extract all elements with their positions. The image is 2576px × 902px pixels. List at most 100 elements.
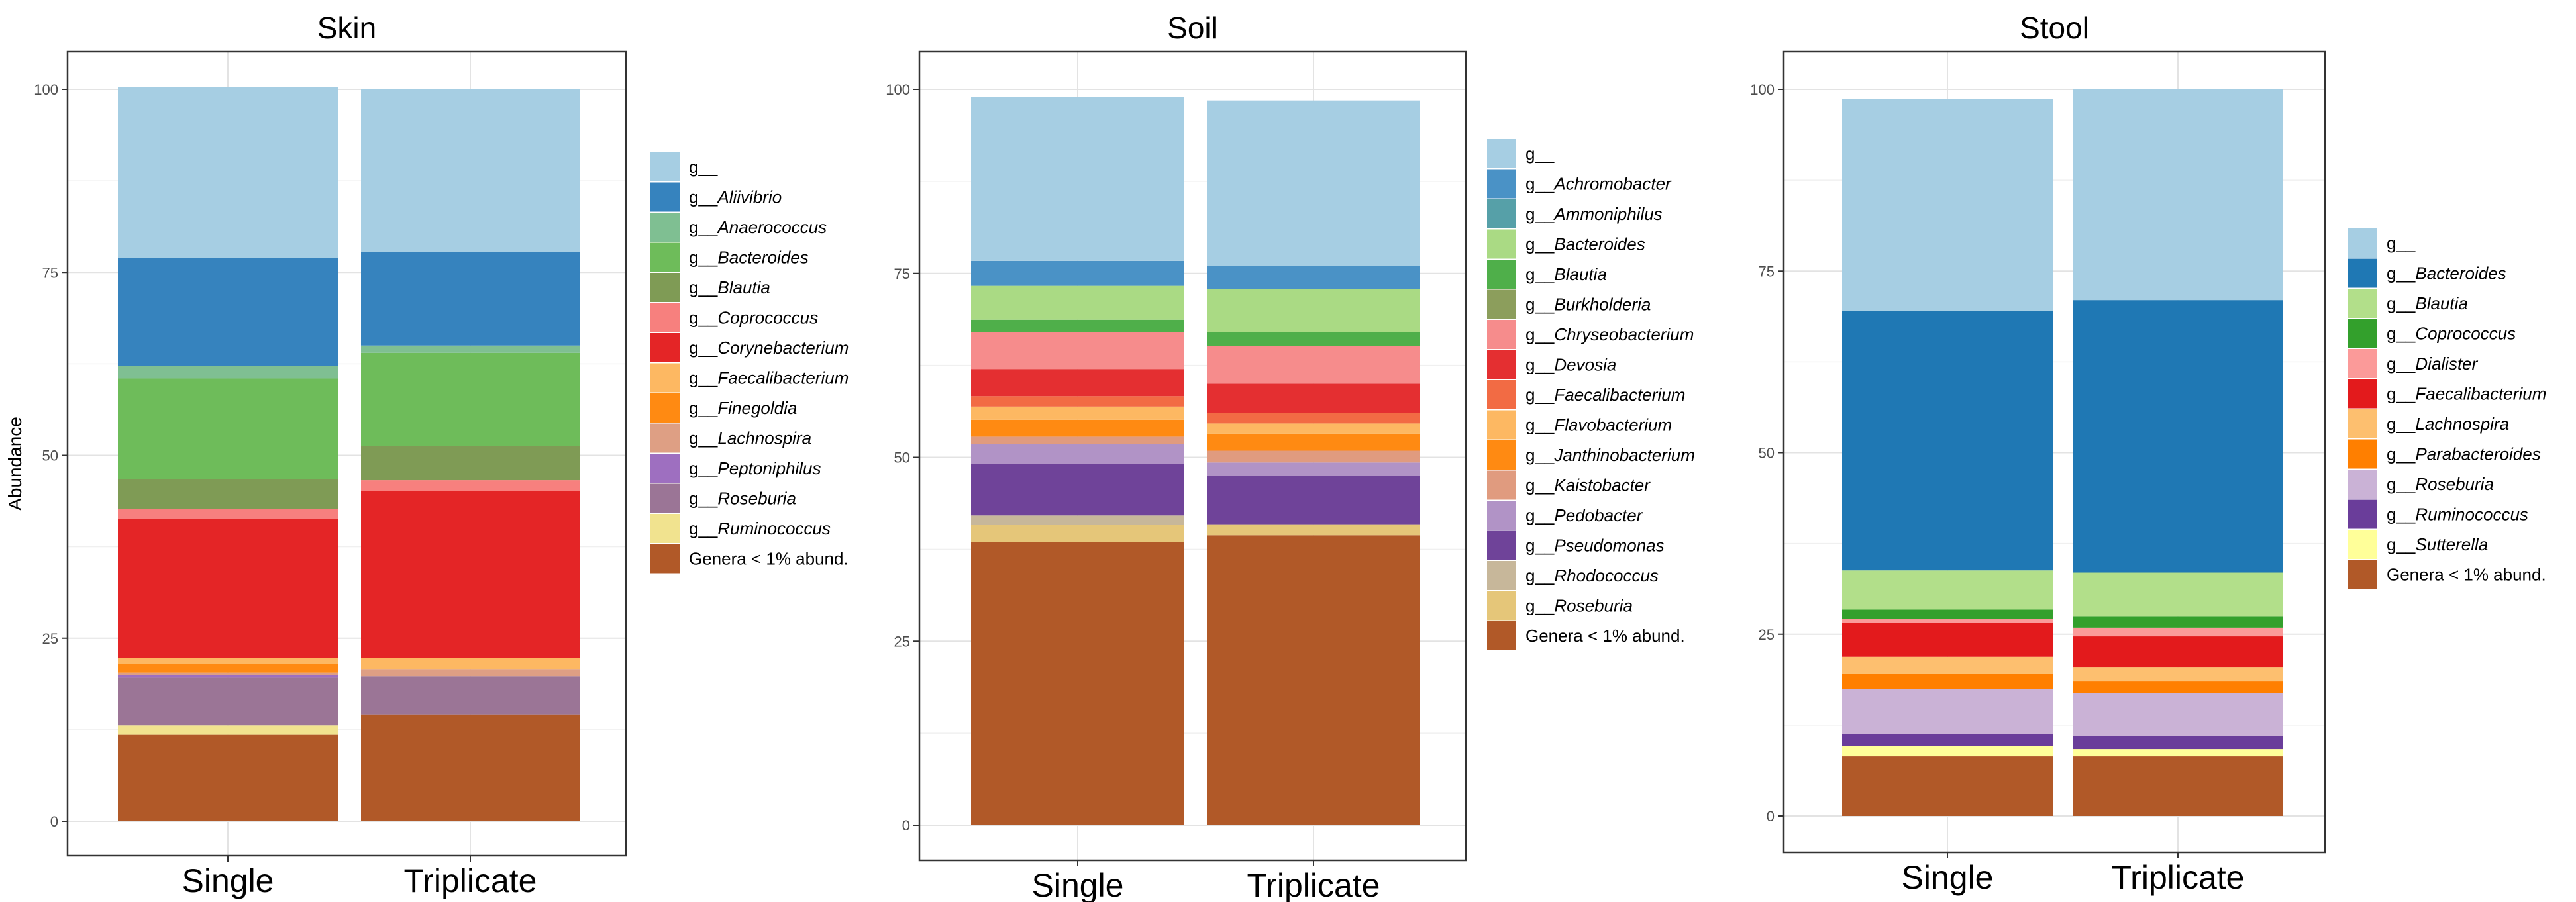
legend: g__ g__Bacteroides g__Blautia g__Coprococcu… (2348, 228, 2546, 589)
bar-segment (1207, 423, 1420, 434)
legend-swatch (1487, 621, 1516, 650)
bar-segment (971, 444, 1184, 464)
legend-swatch (2348, 379, 2377, 409)
bar-segment (361, 676, 580, 715)
legend-label: g__Rhodococcus (1525, 566, 1659, 585)
x-tick-label: Triplicate (1247, 867, 1380, 902)
bar-segment (2073, 681, 2283, 693)
legend-swatch (1487, 139, 1516, 168)
legend-swatch (650, 544, 680, 574)
bar-segment (971, 332, 1184, 370)
legend-swatch (650, 423, 680, 453)
bar-segment (971, 406, 1184, 420)
legend-label: g__Parabacteroides (2387, 444, 2541, 464)
legend-label: Genera < 1% abund. (689, 549, 849, 569)
legend-label: Genera < 1% abund. (2387, 565, 2546, 585)
bar-segment (1842, 623, 2053, 657)
legend-swatch (2348, 289, 2377, 318)
legend-label: g__Flavobacterium (1525, 415, 1672, 435)
legend-label: g__Burkholderia (1525, 295, 1651, 315)
legend-swatch (650, 363, 680, 393)
legend-swatch (650, 514, 680, 543)
legend-label: g__Achromobacter (1525, 174, 1672, 194)
legend-swatch (1487, 260, 1516, 289)
y-tick-label: 0 (50, 813, 58, 830)
legend-swatch (1487, 380, 1516, 409)
bar-segment (2073, 627, 2283, 637)
legend-swatch (1487, 561, 1516, 590)
bar-stack-triplicate (361, 89, 580, 821)
legend-swatch (2348, 560, 2377, 589)
x-tick-label: Single (1902, 859, 1994, 896)
panel-border (66, 50, 627, 857)
legend-label: g__Coprococcus (2387, 324, 2516, 344)
legend-label: g__Finegoldia (689, 398, 797, 418)
legend-swatch (2348, 349, 2377, 378)
legend-label: g__Blautia (1525, 264, 1607, 284)
x-tick-label: Single (1032, 867, 1124, 902)
bar-segment (1207, 383, 1420, 413)
legend-label: g__Roseburia (2387, 474, 2494, 494)
legend-label: g__ (1525, 144, 1555, 164)
bar-segment (361, 669, 580, 677)
x-tick-label: Triplicate (2112, 859, 2245, 896)
legend-swatch (1487, 199, 1516, 228)
bar-stack-single (1842, 99, 2053, 816)
chart-panel-skin: 0 25 50 75 100 Single Triplicate Skin g__ g__Alii… (34, 11, 849, 899)
legend-swatch (2348, 319, 2377, 348)
bar-segment (2073, 616, 2283, 628)
legend-swatch (650, 483, 680, 513)
chart-panel-stool: 0 25 50 75 100 Single Triplicate Stool g__ g__Bac… (1750, 11, 2546, 896)
legend-label: g__Ruminococcus (689, 519, 831, 538)
bar-segment (118, 672, 338, 675)
legend-swatch (650, 152, 680, 181)
bar-segment (1842, 656, 2053, 674)
bar-segment (1207, 535, 1420, 825)
legend-label: g__Devosia (1525, 355, 1616, 375)
bar-segment (2073, 749, 2283, 757)
legend-label: g__ (689, 157, 718, 177)
y-tick-label: 50 (42, 448, 58, 464)
bar-segment (361, 352, 580, 446)
legend-label: g__Peptoniphilus (689, 458, 821, 478)
y-tick-label: 50 (1759, 445, 1775, 462)
bar-segment (1207, 346, 1420, 384)
legend-swatch (1487, 591, 1516, 621)
bar-segment (971, 319, 1184, 332)
bar-segment (118, 664, 338, 673)
bar-segment (361, 252, 580, 346)
bar-stack-single (971, 97, 1184, 825)
bar-segment (361, 491, 580, 658)
legend-swatch (1487, 229, 1516, 259)
legend-swatch (2348, 530, 2377, 559)
bar-segment (971, 436, 1184, 444)
bar-segment (1842, 689, 2053, 734)
bar-segment (971, 515, 1184, 525)
bar-segment (1842, 673, 2053, 689)
bar-segment (2073, 572, 2283, 617)
bar-segment (971, 396, 1184, 407)
bar-segment (361, 89, 580, 252)
legend-swatch (2348, 258, 2377, 288)
legend-label: g__Aliivibrio (689, 187, 782, 207)
bar-segment (2073, 300, 2283, 573)
y-tick-label: 100 (886, 81, 910, 98)
bar-segment (1207, 332, 1420, 346)
legend-swatch (1487, 530, 1516, 560)
legend-label: g__Blautia (689, 277, 770, 297)
legend-swatch (650, 242, 680, 272)
chart-panel-soil: 0 25 50 75 100 Single Triplicate Soil g__ g__Achr… (886, 11, 1695, 902)
legend-swatch (2348, 409, 2377, 438)
bar-segment (2073, 667, 2283, 682)
legend-label: g__Ammoniphilus (1525, 204, 1663, 224)
bar-segment (118, 509, 338, 519)
y-tick-label: 0 (902, 817, 910, 834)
legend-swatch (650, 454, 680, 483)
bar-segment (971, 419, 1184, 437)
bar-segment (1842, 99, 2053, 311)
bar-segment (971, 260, 1184, 286)
legend-swatch (2348, 439, 2377, 469)
y-tick-label: 25 (894, 633, 910, 650)
bar-segment (118, 725, 338, 735)
